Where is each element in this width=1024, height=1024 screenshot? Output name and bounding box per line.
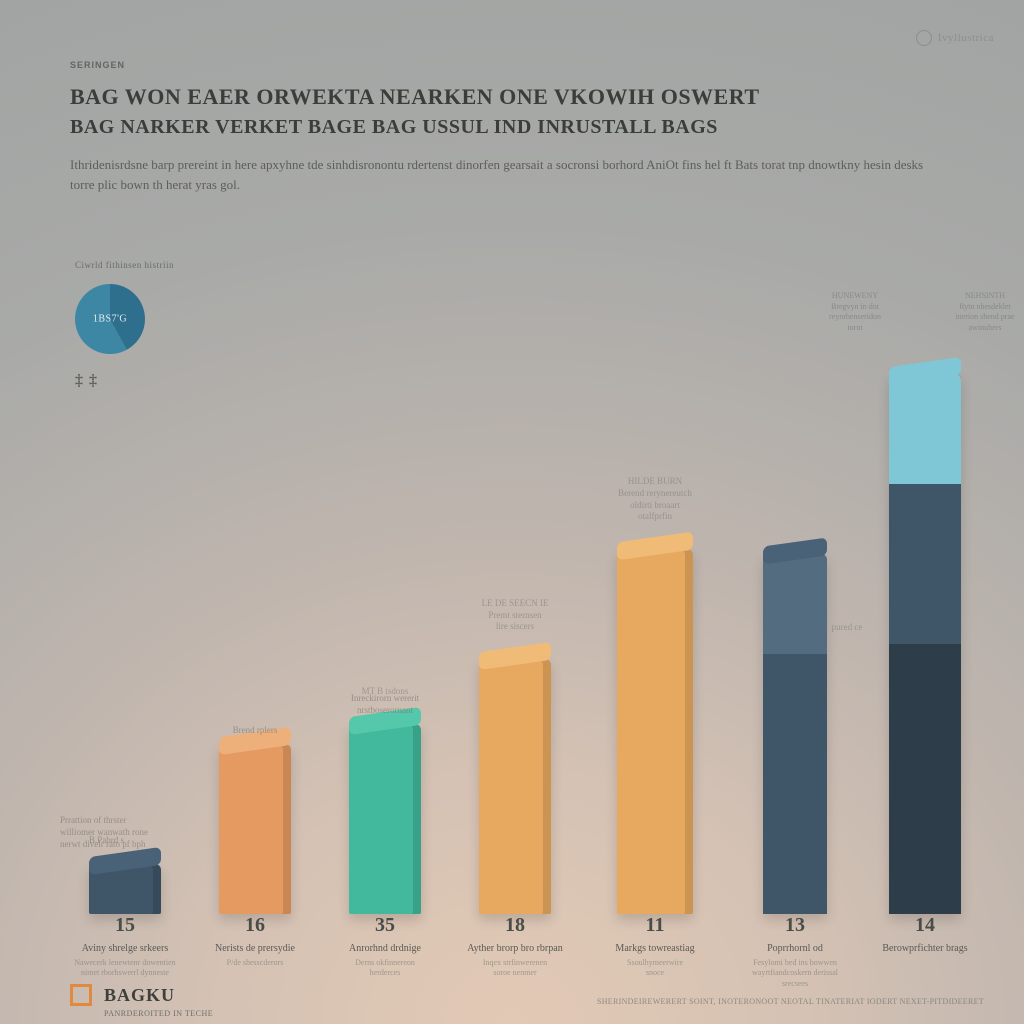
- xtick-1: 16 Nerists de prersydie P/de shesscderors: [195, 914, 315, 968]
- bar-6-segment: [889, 644, 961, 914]
- brand-square-icon: [70, 984, 92, 1006]
- bar-3: LE DE SEECN IEPremt sternsenlire siscers: [479, 659, 551, 914]
- xtick-3-num: 18: [455, 914, 575, 937]
- bar-6-segment: [889, 374, 961, 484]
- xtick-5-sub: Fesylomi bed ins bowwenwayrtfiandcoskern…: [735, 958, 855, 989]
- bar-4-annotation: HILDE BURNBerend rerynereutcholdirti bro…: [600, 476, 710, 523]
- title-line-1: BAG WON EAER ORWEKTA NEARKEN ONE VKOWIH …: [70, 84, 954, 110]
- xtick-2: 35 Anrorhnd drdnige Derns okfinnereonherde…: [325, 914, 445, 979]
- xtick-5-label: Poprrhornl od: [735, 943, 855, 954]
- watermark: Ivyllustrica: [916, 30, 994, 46]
- watermark-ring-icon: [916, 30, 932, 46]
- xtick-0-sub: Nawecerk lenewtenr dnwentiennimet rborhs…: [65, 958, 185, 979]
- xtick-0: 15 Aviny shrelge srkeers Nawecerk lenewten…: [65, 914, 185, 979]
- footer: BAGKU: [70, 984, 175, 1006]
- xtick-4-num: 11: [595, 914, 715, 937]
- xtick-2-label: Anrorhnd drdnige: [325, 943, 445, 954]
- bar-3-annotation: LE DE SEECN IEPremt sternsenlire siscers: [460, 598, 570, 633]
- xtick-1-num: 16: [195, 914, 315, 937]
- bar-0-cap: [89, 847, 161, 875]
- lede-paragraph: Ithridenisrdsne barp prereint in here ap…: [70, 155, 950, 194]
- bar-0: B.Pabrd s: [89, 864, 161, 914]
- xtick-4-sub: Ssoulhymeerwiresnoce: [595, 958, 715, 979]
- bar-2-annotation: MT B isdons: [330, 686, 440, 698]
- watermark-text: Ivyllustrica: [938, 32, 994, 44]
- xtick-1-sub: P/de shesscderors: [195, 958, 315, 968]
- xtick-2-num: 35: [325, 914, 445, 937]
- header-block: SERINGEN BAG WON EAER ORWEKTA NEARKEN ON…: [70, 60, 954, 194]
- xtick-1-label: Nerists de prersydie: [195, 943, 315, 954]
- bar-6-tall-label-1: NEHSINTHRytn nhesdekletinerion shend pra…: [940, 291, 1024, 334]
- title-line-2: BAG NARKER VERKET BAGE BAG USSUL IND INR…: [70, 116, 954, 139]
- xtick-5: 13 Poprrhornl od Fesylomi bed ins bowwenwa…: [735, 914, 855, 989]
- bar-2: Inreckirorn wereritnrstboserornantMT B i…: [349, 724, 421, 914]
- xtick-4: 11 Markgs towreastiag Ssoulhymeerwiresnoce: [595, 914, 715, 979]
- bar-1-top-label: Brend rplers: [190, 724, 320, 736]
- bar-5-side-annot: pured ce: [817, 622, 877, 634]
- brand-subline: PANRDEROITED IN TECHE: [104, 1009, 213, 1018]
- xtick-6-label: Berowprfichter brags: [865, 943, 985, 954]
- xtick-0-label: Aviny shrelge srkeers: [65, 943, 185, 954]
- bar-5-segment: [763, 654, 827, 914]
- xtick-0-num: 15: [65, 914, 185, 937]
- xtick-5-num: 13: [735, 914, 855, 937]
- xtick-3-label: Ayther brorp bro rbrpan: [455, 943, 575, 954]
- bar-6: HUNEWENYBregvyn in dotreynrbenseridontor…: [889, 374, 961, 914]
- pie-caption: Ciwrld fithinsen histriin: [75, 260, 174, 270]
- bar-chart-area: Prrattion of thrsterwilliomer wanwath ro…: [70, 290, 984, 914]
- xtick-3-sub: Inqex strfinwerenensoroe nenmer: [455, 958, 575, 979]
- xtick-3: 18 Ayther brorp bro rbrpan Inqex strfinwer…: [455, 914, 575, 979]
- bar-6-segment: [889, 484, 961, 644]
- bar-5: pured ce: [763, 554, 827, 914]
- xtick-6-num: 14: [865, 914, 985, 937]
- x-axis: 15Aviny shrelge srkeersNawecerk lenewten…: [70, 914, 984, 984]
- xtick-2-sub: Derns okfinnereonherderces: [325, 958, 445, 979]
- fineprint: SHERINDEIREWERERT SOINT, INOTERONOOT NEO…: [597, 997, 984, 1006]
- bar-5-segment: [763, 554, 827, 654]
- xtick-6: 14 Berowprfichter brags: [865, 914, 985, 958]
- bar-0-side-label: B.Pabrd s: [89, 834, 199, 846]
- bar-4: HILDE BURNBerend rerynereutcholdirti bro…: [617, 549, 693, 914]
- bar-4-cap: [617, 532, 693, 561]
- kicker: SERINGEN: [70, 60, 954, 70]
- bar-3-cap: [479, 642, 551, 670]
- bar-6-tall-label-0: HUNEWENYBregvyn in dotreynrbenseridontor…: [810, 291, 900, 334]
- bar-1: Brend rplers: [219, 744, 291, 914]
- xtick-4-label: Markgs towreastiag: [595, 943, 715, 954]
- brand-name: BAGKU: [104, 985, 175, 1006]
